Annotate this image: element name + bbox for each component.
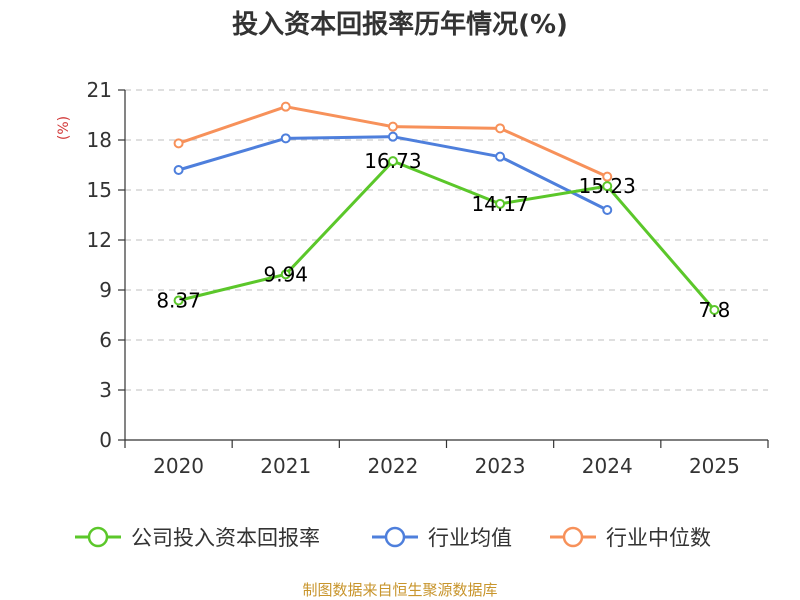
data-label: 16.73: [364, 149, 421, 173]
y-axis: 0 3 6 9 12 15 18 21: [87, 78, 126, 452]
legend-label: 行业均值: [428, 526, 512, 550]
y-tick-label: 3: [99, 378, 112, 402]
data-point: [280, 133, 291, 144]
x-tick-label: 2023: [475, 454, 526, 478]
data-label: 15.23: [579, 174, 636, 198]
grid-lines: [125, 89, 768, 391]
data-labels: 8.37 9.94 16.73 14.17 15.23 7.8: [156, 149, 730, 322]
legend-marker: [87, 526, 109, 548]
data-point: [173, 165, 184, 175]
x-axis: 2020 2021 2022 2023 2024 2025: [124, 439, 769, 478]
x-tick-label: 2024: [582, 454, 633, 478]
data-point: [280, 269, 291, 280]
y-tick-label: 18: [87, 128, 112, 152]
y-tick-label: 12: [87, 228, 112, 252]
series-line-0: [178, 159, 716, 311]
data-label: 14.17: [471, 192, 528, 216]
x-tick-label: 2021: [260, 454, 311, 478]
data-point: [173, 138, 184, 149]
data-point: [280, 101, 291, 112]
data-point: [602, 205, 613, 215]
data-label: 7.8: [699, 298, 731, 322]
legend-marker: [562, 526, 584, 548]
legend-label: 公司投入资本回报率: [131, 526, 320, 550]
legend: 公司投入资本回报率 行业均值 行业中位数: [75, 526, 711, 550]
y-tick-label: 6: [99, 328, 112, 352]
data-point: [387, 131, 398, 142]
data-point: [173, 295, 184, 306]
data-point: [602, 181, 613, 192]
chart-title: 投入资本回报率历年情况(%): [232, 9, 568, 40]
legend-label: 行业中位数: [606, 526, 711, 550]
series-lines: [173, 101, 720, 315]
data-point: [495, 151, 506, 162]
x-tick-label: 2025: [689, 454, 740, 478]
legend-marker: [384, 526, 406, 548]
data-label: 8.37: [156, 289, 201, 313]
data-point: [387, 156, 398, 167]
x-tick-label: 2022: [367, 454, 418, 478]
y-tick-label: 15: [87, 178, 112, 202]
y-tick-label: 9: [99, 278, 112, 302]
y-tick-label: 21: [87, 78, 112, 102]
data-point: [709, 305, 720, 315]
data-point: [602, 171, 613, 182]
data-point: [495, 123, 506, 134]
y-axis-unit: (%): [56, 116, 72, 140]
data-point: [495, 198, 506, 209]
data-point: [387, 121, 398, 132]
data-label: 9.94: [263, 262, 308, 286]
y-tick-label: 0: [99, 428, 112, 452]
x-tick-label: 2020: [153, 454, 204, 478]
source-footer: 制图数据来自恒生聚源数据库: [302, 581, 497, 599]
